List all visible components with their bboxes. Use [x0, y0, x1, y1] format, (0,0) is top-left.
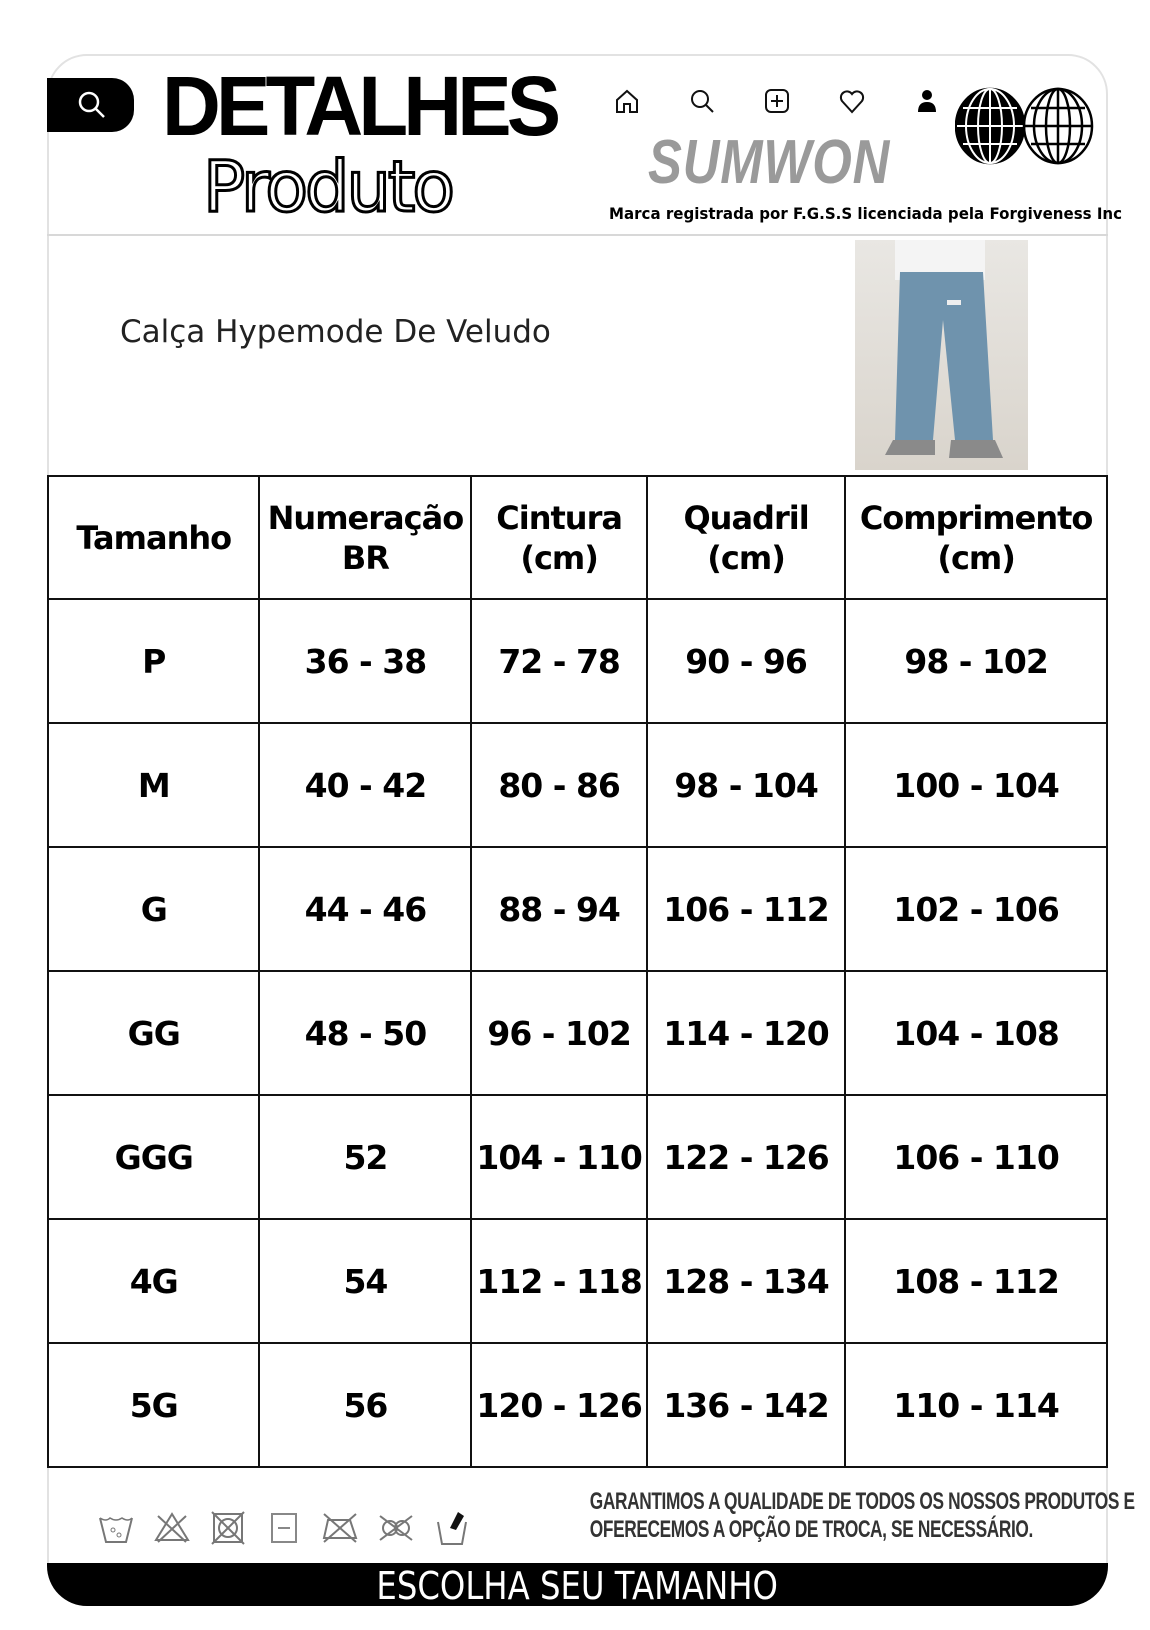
- measurement-cell: 80 - 86: [470, 722, 648, 848]
- column-header: Numeração BR: [258, 475, 473, 600]
- size-label-cell: GGG: [46, 1094, 261, 1220]
- dry-flat-icon: [264, 1510, 304, 1546]
- page-title: DETALHES: [162, 59, 561, 153]
- care-icons: [96, 1510, 472, 1546]
- no-iron-icon: [320, 1510, 360, 1546]
- no-dry-clean-icon: [376, 1510, 416, 1546]
- size-label-cell: 4G: [46, 1218, 261, 1344]
- product-photo: [855, 240, 1028, 470]
- search-button[interactable]: [47, 78, 134, 132]
- hand-wash-icon: [432, 1510, 472, 1546]
- product-name: Calça Hypemode De Veludo: [120, 314, 551, 350]
- measurement-cell: 104 - 108: [844, 970, 1108, 1096]
- wash-30-icon: [96, 1510, 136, 1546]
- brand-name: SUMWON: [648, 128, 891, 197]
- size-label-cell: GG: [46, 970, 261, 1096]
- table-row: 5G 56 120 - 126 136 - 142 110 - 114: [46, 1342, 1108, 1468]
- measurement-cell: 108 - 112: [844, 1218, 1108, 1344]
- column-header: Comprimento (cm): [844, 475, 1108, 600]
- table-row: G 44 - 46 88 - 94 106 - 112 102 - 106: [46, 846, 1108, 972]
- measurement-cell: 48 - 50: [258, 970, 473, 1096]
- choose-size-button[interactable]: ESCOLHA SEU TAMANHO: [47, 1563, 1108, 1608]
- size-label-cell: 5G: [46, 1342, 261, 1468]
- column-header-text: Quadril: [683, 498, 809, 537]
- guarantee-text: GARANTIMOS A QUALIDADE DE TODOS OS NOSSO…: [589, 1488, 1135, 1543]
- search-icon[interactable]: [687, 86, 762, 120]
- measurement-cell: 52: [258, 1094, 473, 1220]
- globe-logo-icon: [955, 87, 1094, 165]
- measurement-cell: 104 - 110: [470, 1094, 648, 1220]
- measurement-cell: 98 - 102: [844, 598, 1108, 724]
- measurement-cell: 128 - 134: [645, 1218, 847, 1344]
- measurement-cell: 36 - 38: [258, 598, 473, 724]
- measurement-cell: 110 - 114: [844, 1342, 1108, 1468]
- column-header-text: Tamanho: [76, 518, 232, 557]
- table-row: GGG 52 104 - 110 122 - 126 106 - 110: [46, 1094, 1108, 1220]
- column-header-text: Comprimento: [859, 498, 1094, 537]
- measurement-cell: 100 - 104: [844, 722, 1108, 848]
- column-header: Quadril (cm): [645, 475, 847, 600]
- page-subtitle: Produto: [201, 146, 456, 228]
- column-header-text: Cintura: [496, 498, 623, 537]
- size-label-cell: M: [46, 722, 261, 848]
- choose-size-label: ESCOLHA SEU TAMANHO: [376, 1564, 779, 1608]
- column-header-text: BR: [341, 538, 390, 577]
- table-row: GG 48 - 50 96 - 102 114 - 120 104 - 108: [46, 970, 1108, 1096]
- home-icon[interactable]: [612, 86, 687, 120]
- header-divider: [47, 234, 1108, 236]
- size-label-cell: G: [46, 846, 261, 972]
- measurement-cell: 90 - 96: [645, 598, 847, 724]
- measurement-cell: 54: [258, 1218, 473, 1344]
- measurement-cell: 114 - 120: [645, 970, 847, 1096]
- column-header-text: Numeração: [267, 498, 465, 537]
- column-header-text: (cm): [707, 538, 786, 577]
- measurement-cell: 112 - 118: [470, 1218, 648, 1344]
- table-row: 4G 54 112 - 118 128 - 134 108 - 112: [46, 1218, 1108, 1344]
- column-header-text: (cm): [937, 538, 1016, 577]
- guarantee-line-2: OFERECEMOS A OPÇÃO DE TROCA, SE NECESSÁR…: [589, 1515, 1033, 1543]
- user-icon[interactable]: [912, 86, 987, 120]
- measurement-cell: 88 - 94: [470, 846, 648, 972]
- measurement-cell: 56: [258, 1342, 473, 1468]
- size-table: Tamanho Numeração BR Cintura (cm) Quadril (cm)…: [46, 475, 1108, 1468]
- column-header: Tamanho: [46, 475, 261, 600]
- measurement-cell: 120 - 126: [470, 1342, 648, 1468]
- measurement-cell: 106 - 110: [844, 1094, 1108, 1220]
- size-label-cell: P: [46, 598, 261, 724]
- measurement-cell: 98 - 104: [645, 722, 847, 848]
- add-icon[interactable]: [762, 86, 837, 120]
- measurement-cell: 136 - 142: [645, 1342, 847, 1468]
- measurement-cell: 40 - 42: [258, 722, 473, 848]
- measurement-cell: 72 - 78: [470, 598, 648, 724]
- table-row: P 36 - 38 72 - 78 90 - 96 98 - 102: [46, 598, 1108, 724]
- column-header-text: (cm): [520, 538, 599, 577]
- measurement-cell: 102 - 106: [844, 846, 1108, 972]
- measurement-cell: 106 - 112: [645, 846, 847, 972]
- measurement-cell: 44 - 46: [258, 846, 473, 972]
- heart-icon[interactable]: [837, 86, 912, 120]
- search-icon: [78, 91, 105, 118]
- brand-tagline: Marca registrada por F.G.S.S licenciada …: [609, 204, 1123, 223]
- no-tumble-dry-icon: [208, 1510, 248, 1546]
- nav-icons: [612, 86, 987, 120]
- measurement-cell: 122 - 126: [645, 1094, 847, 1220]
- measurement-cell: 96 - 102: [470, 970, 648, 1096]
- column-header: Cintura (cm): [470, 475, 648, 600]
- no-bleach-icon: [152, 1510, 192, 1546]
- guarantee-line-1: GARANTIMOS A QUALIDADE DE TODOS OS NOSSO…: [589, 1488, 1135, 1515]
- table-row: M 40 - 42 80 - 86 98 - 104 100 - 104: [46, 722, 1108, 848]
